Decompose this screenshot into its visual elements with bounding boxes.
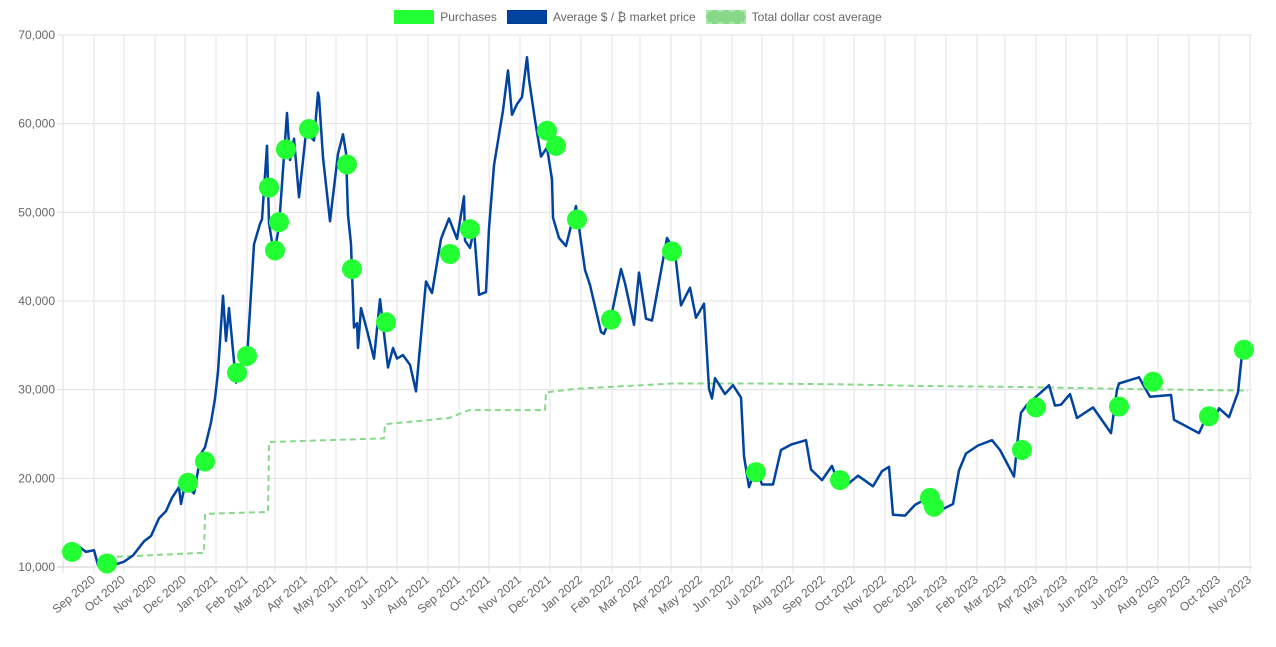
series-layer bbox=[62, 55, 1254, 574]
y-tick-label: 70,000 bbox=[18, 28, 55, 42]
y-tick-label: 40,000 bbox=[18, 294, 55, 308]
purchase-point bbox=[546, 135, 566, 156]
purchase-point bbox=[178, 472, 198, 493]
purchase-point bbox=[1199, 406, 1219, 427]
purchase-point bbox=[1143, 371, 1163, 392]
purchase-point bbox=[259, 177, 279, 198]
legend-item-dollar-cost-average[interactable]: Total dollar cost average bbox=[705, 10, 882, 24]
chart-legend: Purchases Average $ / ₿ market price Tot… bbox=[0, 10, 1276, 24]
purchase-point bbox=[265, 240, 285, 261]
legend-label: Average $ / ₿ market price bbox=[552, 10, 696, 24]
purchase-point bbox=[1109, 396, 1129, 417]
purchase-point bbox=[440, 244, 460, 265]
purchase-point bbox=[269, 212, 289, 233]
purchase-point bbox=[924, 496, 944, 517]
purchase-point bbox=[337, 154, 357, 175]
purchase-point bbox=[62, 541, 82, 562]
y-tick-label: 50,000 bbox=[18, 205, 55, 219]
y-tick-label: 10,000 bbox=[18, 560, 55, 574]
purchase-point bbox=[830, 470, 850, 491]
legend-item-purchases[interactable]: Purchases bbox=[394, 10, 497, 24]
purchase-point bbox=[601, 309, 621, 330]
legend-swatch-dollar-cost-average bbox=[705, 10, 746, 24]
purchase-point bbox=[537, 120, 557, 141]
y-tick-label: 60,000 bbox=[18, 117, 55, 131]
purchase-point bbox=[460, 219, 480, 240]
purchase-point bbox=[342, 259, 362, 280]
dollar-cost-average-line bbox=[106, 382, 1249, 559]
legend-swatch-purchases bbox=[394, 10, 435, 24]
legend-swatch-market-price bbox=[506, 10, 547, 24]
legend-label: Purchases bbox=[440, 10, 497, 24]
purchase-point bbox=[195, 451, 215, 472]
y-tick-label: 30,000 bbox=[18, 383, 55, 397]
purchase-point bbox=[1026, 397, 1046, 418]
purchase-point bbox=[276, 139, 296, 160]
y-tick-label: 20,000 bbox=[18, 471, 55, 485]
purchase-point bbox=[1012, 439, 1032, 460]
purchase-point bbox=[237, 345, 257, 366]
purchase-point bbox=[746, 462, 766, 483]
purchase-point bbox=[376, 312, 396, 333]
purchase-point bbox=[97, 553, 117, 574]
legend-label: Total dollar cost average bbox=[751, 10, 882, 24]
purchase-point bbox=[662, 241, 682, 262]
purchase-point bbox=[1234, 339, 1254, 360]
purchase-point bbox=[227, 362, 247, 383]
purchase-point bbox=[299, 118, 319, 139]
y-axis: 10,000 20,000 30,000 40,000 50,000 60,000 70,0… bbox=[18, 28, 55, 574]
legend-item-market-price[interactable]: Average $ / ₿ market price bbox=[506, 10, 696, 24]
market-price-line bbox=[62, 55, 1249, 567]
purchase-point bbox=[567, 209, 587, 230]
